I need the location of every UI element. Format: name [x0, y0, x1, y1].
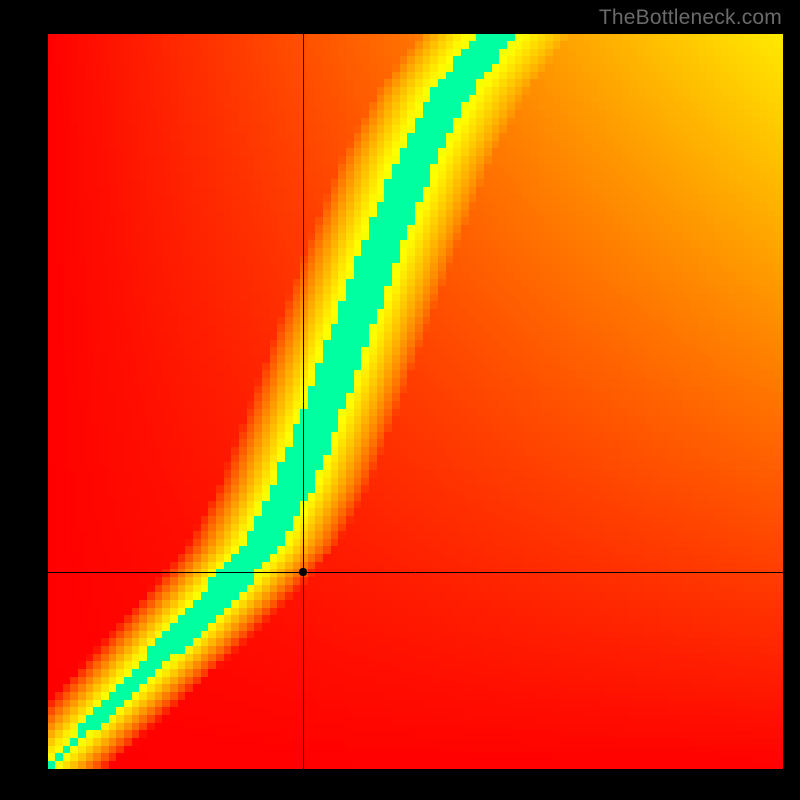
heatmap-plot [48, 34, 783, 769]
watermark-text: TheBottleneck.com [599, 6, 782, 30]
chart-container: TheBottleneck.com [0, 0, 800, 800]
